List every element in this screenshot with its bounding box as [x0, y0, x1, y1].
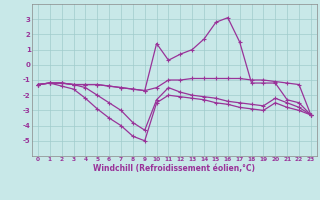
X-axis label: Windchill (Refroidissement éolien,°C): Windchill (Refroidissement éolien,°C) — [93, 164, 255, 173]
